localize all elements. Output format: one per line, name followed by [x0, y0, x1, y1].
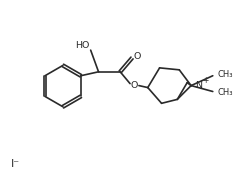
Text: CH₃: CH₃ — [218, 88, 233, 97]
Text: HO: HO — [76, 41, 90, 50]
Text: O: O — [130, 81, 138, 90]
Text: O: O — [133, 52, 141, 61]
Text: +: + — [202, 76, 208, 85]
Text: CH₃: CH₃ — [218, 70, 233, 79]
Text: I⁻: I⁻ — [11, 159, 20, 169]
Text: N: N — [195, 81, 202, 90]
